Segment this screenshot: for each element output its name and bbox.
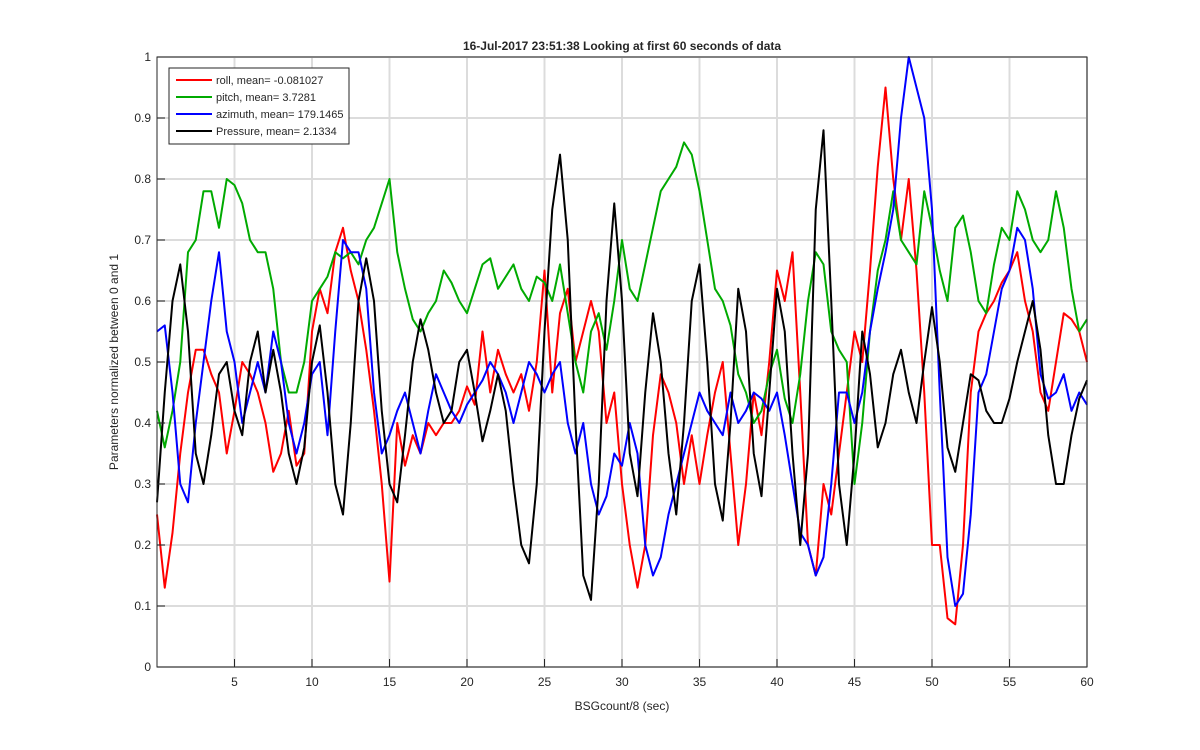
legend-label: Pressure, mean= 2.1334 [216, 126, 337, 138]
y-tick-label: 0.7 [134, 233, 151, 247]
lines [156, 56, 1088, 626]
x-tick-label: 5 [231, 675, 238, 689]
x-tick-label: 40 [770, 675, 784, 689]
x-tick-label: 60 [1080, 675, 1094, 689]
x-tick-label: 45 [848, 675, 862, 689]
x-tick-label: 20 [460, 675, 474, 689]
x-tick-label: 10 [305, 675, 319, 689]
y-tick-label: 0.4 [134, 416, 151, 430]
x-tick-label: 50 [925, 675, 939, 689]
series-line [156, 56, 1088, 607]
y-tick-label: 0.6 [134, 294, 151, 308]
y-tick-label: 0.1 [134, 599, 151, 613]
x-tick-label: 30 [615, 675, 629, 689]
series-line [156, 86, 1088, 626]
y-tick-label: 0 [144, 660, 151, 674]
x-tick-label: 15 [383, 675, 397, 689]
chart-title: 16-Jul-2017 23:51:38 Looking at first 60… [463, 39, 781, 53]
x-axis-label: BSGcount/8 (sec) [575, 699, 670, 713]
y-axis-label: Parameters normalized between 0 and 1 [107, 254, 121, 470]
legend-label: azimuth, mean= 179.1465 [216, 109, 344, 121]
x-tick-label: 55 [1003, 675, 1017, 689]
series-line [156, 129, 1088, 601]
ticks: 00.10.20.30.40.50.60.70.80.915 10 15 20 25 30… [134, 50, 1094, 689]
y-tick-label: 1 [144, 50, 151, 64]
y-tick-label: 0.9 [134, 111, 151, 125]
legend-label: roll, mean= -0.081027 [216, 75, 323, 87]
legend: roll, mean= -0.081027 pitch, mean= 3.7281… [168, 67, 350, 145]
x-tick-label: 25 [538, 675, 552, 689]
y-tick-label: 0.3 [134, 477, 151, 491]
y-tick-label: 0.2 [134, 538, 151, 552]
x-tick-label: 35 [693, 675, 707, 689]
y-tick-label: 0.5 [134, 355, 151, 369]
y-tick-label: 0.8 [134, 172, 151, 186]
legend-label: pitch, mean= 3.7281 [216, 92, 316, 104]
